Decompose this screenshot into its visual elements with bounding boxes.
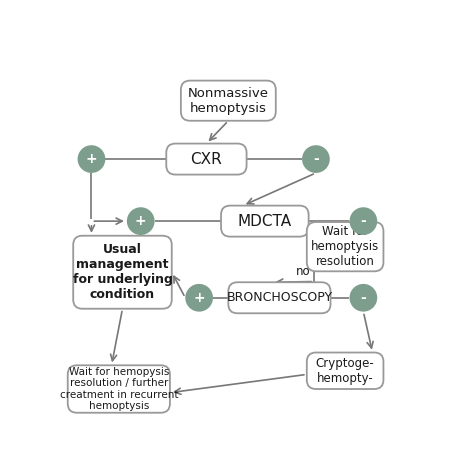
Circle shape xyxy=(78,145,105,173)
Text: -: - xyxy=(313,152,319,166)
Text: Cryptoge-
hemopty-: Cryptoge- hemopty- xyxy=(316,357,374,385)
FancyBboxPatch shape xyxy=(307,222,383,271)
Circle shape xyxy=(127,207,155,235)
Circle shape xyxy=(349,284,377,311)
Text: CXR: CXR xyxy=(191,152,222,166)
FancyBboxPatch shape xyxy=(307,353,383,389)
Text: no: no xyxy=(296,265,310,278)
Circle shape xyxy=(185,284,213,311)
FancyBboxPatch shape xyxy=(73,236,172,309)
FancyBboxPatch shape xyxy=(228,282,330,313)
FancyBboxPatch shape xyxy=(68,365,170,413)
Circle shape xyxy=(302,145,330,173)
Text: -: - xyxy=(361,214,366,228)
Text: +: + xyxy=(86,152,97,166)
Text: +: + xyxy=(193,291,205,305)
Text: Nonmassive
hemoptysis: Nonmassive hemoptysis xyxy=(188,87,269,115)
Text: Wait for
hemoptysis
resolution: Wait for hemoptysis resolution xyxy=(311,225,379,268)
Text: MDCTA: MDCTA xyxy=(238,214,292,228)
Text: BRONCHOSCOPY: BRONCHOSCOPY xyxy=(227,291,332,304)
FancyBboxPatch shape xyxy=(181,81,276,121)
Text: +: + xyxy=(135,214,146,228)
Circle shape xyxy=(349,207,377,235)
Text: Usual
management
for underlying
condition: Usual management for underlying conditio… xyxy=(73,243,173,301)
Text: Wait for hemopysis
resolution / further
creatment in recurrent
hemoptysis: Wait for hemopysis resolution / further … xyxy=(60,366,178,411)
Text: -: - xyxy=(361,291,366,305)
FancyBboxPatch shape xyxy=(166,144,246,174)
FancyBboxPatch shape xyxy=(221,206,309,237)
